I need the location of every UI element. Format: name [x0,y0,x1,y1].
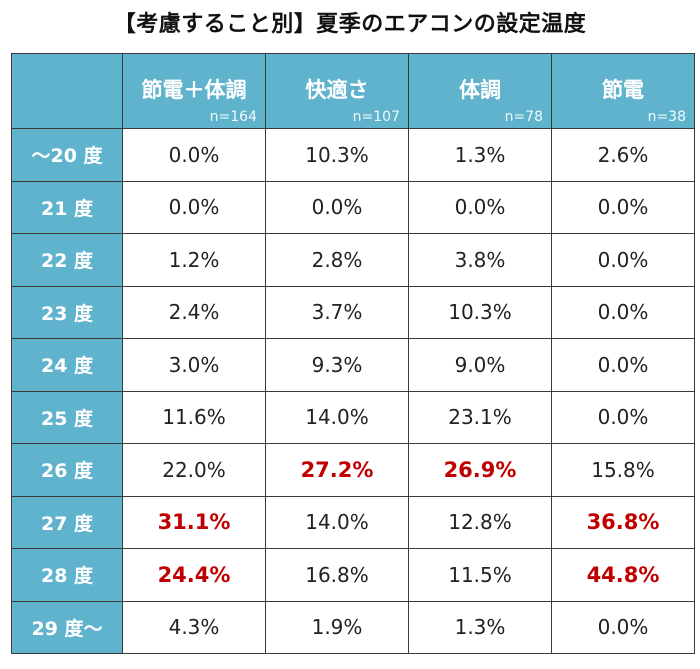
value-cell: 11.6% [122,390,266,444]
row-header-temperature: 27 度 [11,495,123,549]
value-cell: 9.0% [408,338,552,392]
col-header-kaiteki: 快適さ n=107 [265,53,409,129]
value-cell: 2.4% [122,285,266,339]
corner-cell [11,53,123,129]
value-cell: 0.0% [122,180,266,234]
col-header-label: 快適さ [305,78,369,102]
value-cell-highlighted: 27.2% [265,443,409,497]
value-cell: 23.1% [408,390,552,444]
value-cell-highlighted: 36.8% [551,495,695,549]
col-header-n: n=107 [352,109,400,125]
value-cell: 1.3% [408,600,552,654]
value-cell: 1.3% [408,128,552,182]
row-header-temperature: 24 度 [11,338,123,392]
value-cell: 10.3% [408,285,552,339]
value-cell: 0.0% [551,180,695,234]
table-row: 24 度 3.0% 9.3% 9.0% 0.0% [11,338,695,392]
value-cell: 0.0% [408,180,552,234]
value-cell: 0.0% [551,338,695,392]
value-cell: 3.0% [122,338,266,392]
value-cell: 12.8% [408,495,552,549]
value-cell: 14.0% [265,390,409,444]
table-body: ～20 度 0.0% 10.3% 1.3% 2.6% 21 度 0.0% 0.0% 0.0% 0.… [11,128,695,654]
value-cell: 16.8% [265,548,409,602]
table-row: ～20 度 0.0% 10.3% 1.3% 2.6% [11,128,695,182]
row-header-temperature: 23 度 [11,285,123,339]
table-row: 21 度 0.0% 0.0% 0.0% 0.0% [11,180,695,234]
col-header-label: 節電 [602,78,644,102]
value-cell: 3.8% [408,233,552,287]
value-cell-highlighted: 26.9% [408,443,552,497]
col-header-label: 節電＋体調 [141,78,247,102]
col-header-taicho: 体調 n=78 [408,53,552,129]
value-cell: 0.0% [551,233,695,287]
row-header-temperature: 26 度 [11,443,123,497]
col-header-n: n=38 [647,109,686,125]
table-row: 29 度～ 4.3% 1.9% 1.3% 0.0% [11,600,695,654]
value-cell: 0.0% [265,180,409,234]
value-cell: 2.6% [551,128,695,182]
value-cell: 0.0% [122,128,266,182]
value-cell-highlighted: 31.1% [122,495,266,549]
value-cell: 0.0% [551,285,695,339]
chart-title: 【考慮すること別】夏季のエアコンの設定温度 [113,12,587,37]
table-row: 25 度 11.6% 14.0% 23.1% 0.0% [11,390,695,444]
col-header-setsuden: 節電 n=38 [551,53,695,129]
header-row: 節電＋体調 n=164 快適さ n=107 体調 n=78 節電 n=38 [11,53,695,129]
col-header-setsuden-taicho: 節電＋体調 n=164 [122,53,266,129]
table-row: 22 度 1.2% 2.8% 3.8% 0.0% [11,233,695,287]
value-cell: 15.8% [551,443,695,497]
row-header-temperature: 28 度 [11,548,123,602]
table-row: 28 度 24.4% 16.8% 11.5% 44.8% [11,548,695,602]
value-cell: 3.7% [265,285,409,339]
row-header-temperature: 29 度～ [11,600,123,654]
value-cell: 1.2% [122,233,266,287]
table-row: 26 度 22.0% 27.2% 26.9% 15.8% [11,443,695,497]
col-header-n: n=78 [504,109,543,125]
value-cell: 9.3% [265,338,409,392]
col-header-n: n=164 [209,109,257,125]
row-header-temperature: 25 度 [11,390,123,444]
row-header-temperature: ～20 度 [11,128,123,182]
value-cell-highlighted: 24.4% [122,548,266,602]
value-cell: 22.0% [122,443,266,497]
value-cell: 14.0% [265,495,409,549]
row-header-temperature: 21 度 [11,180,123,234]
table-row: 27 度 31.1% 14.0% 12.8% 36.8% [11,495,695,549]
table-row: 23 度 2.4% 3.7% 10.3% 0.0% [11,285,695,339]
col-header-label: 体調 [459,78,501,102]
value-cell: 0.0% [551,600,695,654]
value-cell: 2.8% [265,233,409,287]
value-cell-highlighted: 44.8% [551,548,695,602]
value-cell: 0.0% [551,390,695,444]
value-cell: 4.3% [122,600,266,654]
row-header-temperature: 22 度 [11,233,123,287]
temperature-table: 節電＋体調 n=164 快適さ n=107 体調 n=78 節電 n=38 ～2… [11,53,695,654]
value-cell: 11.5% [408,548,552,602]
value-cell: 1.9% [265,600,409,654]
value-cell: 10.3% [265,128,409,182]
